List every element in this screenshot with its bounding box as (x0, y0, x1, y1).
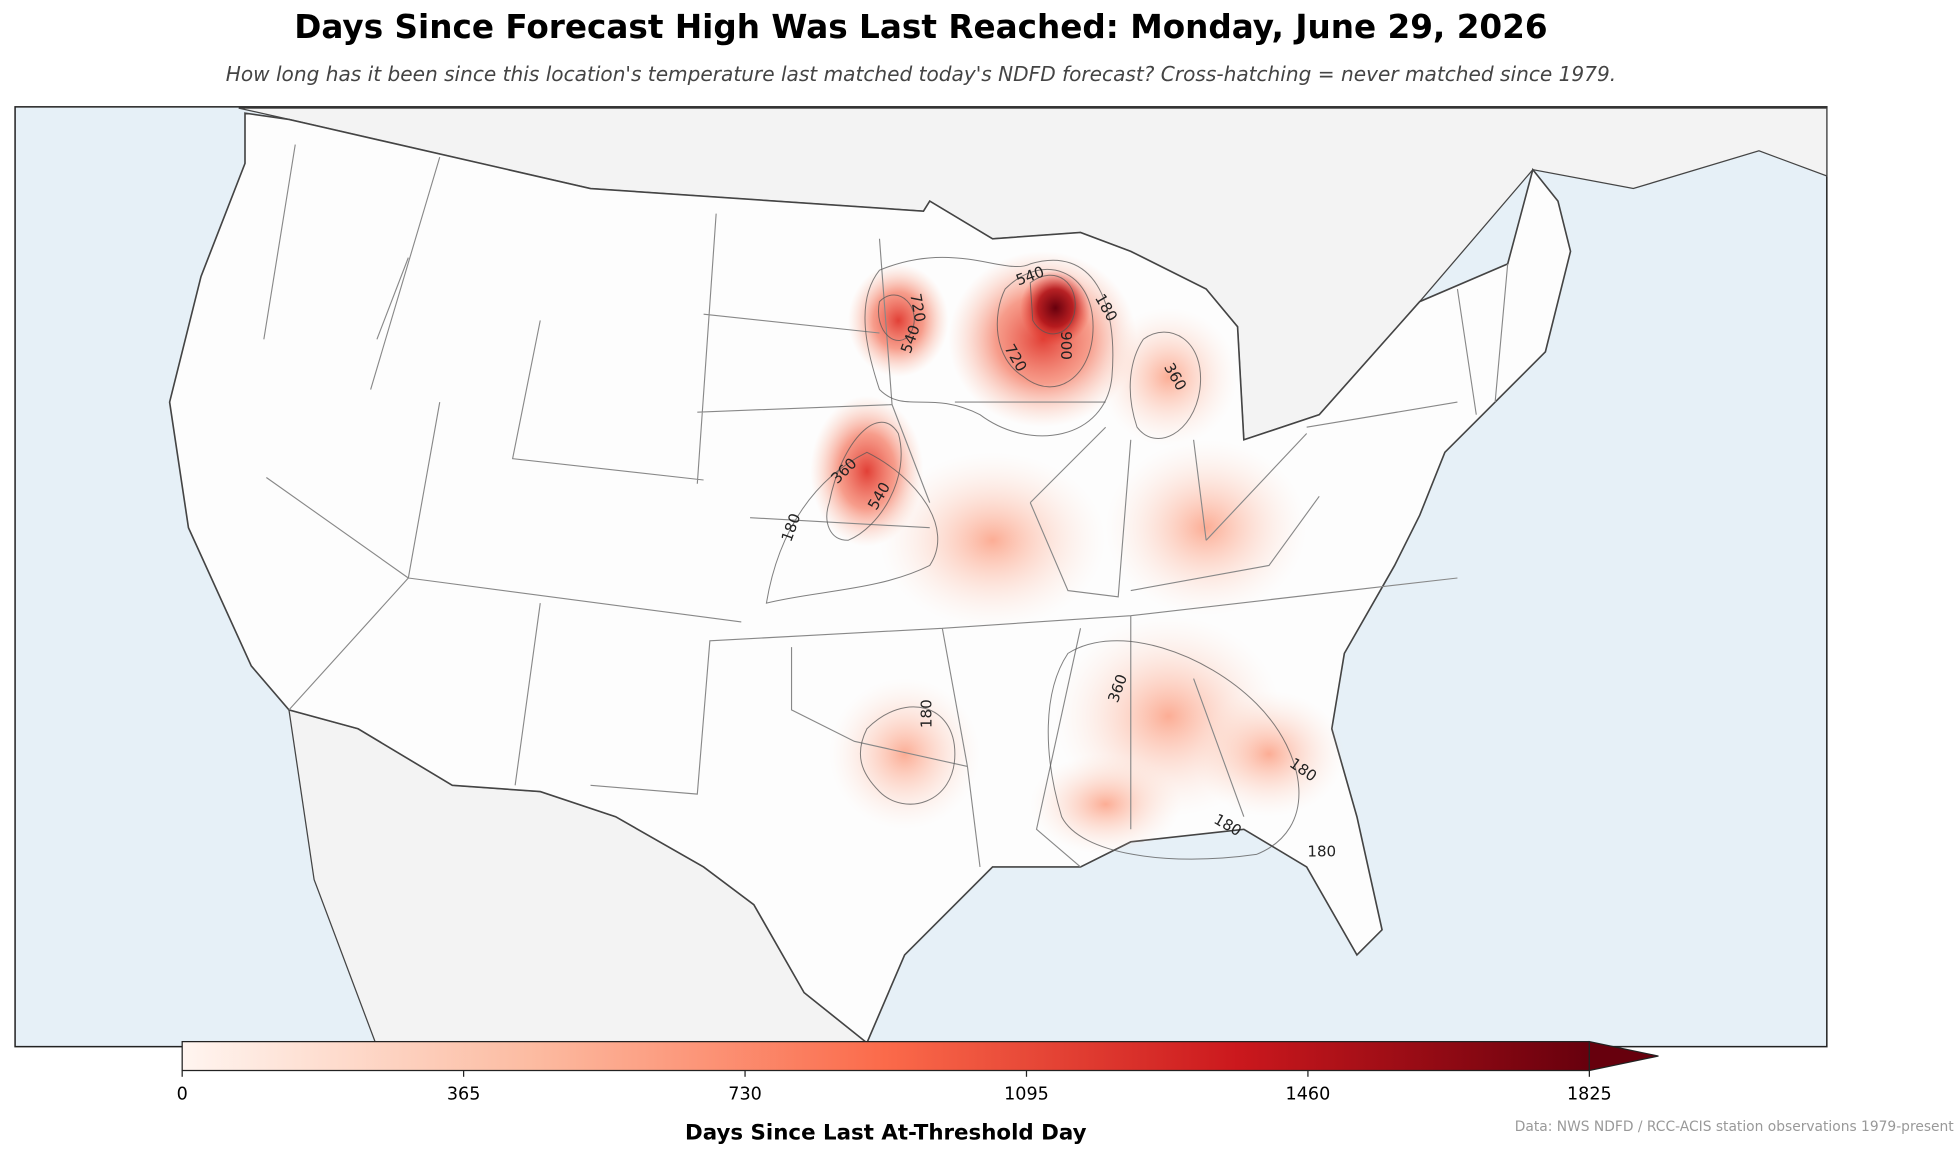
state-borders (263, 144, 1509, 868)
colorbar-extension (1588, 1040, 1659, 1072)
contour-label: 180 (918, 699, 936, 728)
heat (810, 251, 1345, 855)
colorbar-tick-label: 0 (177, 1084, 188, 1104)
colorbar-tick-label: 365 (447, 1084, 481, 1104)
colorbar: 0 365 730 1095 1460 1825 (177, 1040, 1659, 1104)
colorbar-tick-label: 730 (728, 1084, 762, 1104)
source-note: Data: NWS NDFD / RCC-ACIS station observ… (1515, 1119, 1955, 1135)
colorbar-tick-label: 1460 (1286, 1084, 1331, 1104)
contours (765, 256, 1300, 860)
colorbar-label: Days Since Last At-Threshold Day (685, 1120, 1087, 1145)
map-area: 7205405401809007203603605401803601801801… (14, 106, 1828, 1048)
contour-label: 180 (1307, 842, 1336, 860)
contour-label: 900 (1057, 331, 1075, 360)
contour-label: 720 (906, 292, 929, 323)
colorbar-bar (181, 1040, 1590, 1072)
colorbar-tick-label: 1095 (1004, 1084, 1049, 1104)
colorbar-tick-label: 1825 (1567, 1084, 1612, 1104)
title: Days Since Forecast High Was Last Reache… (294, 8, 1547, 46)
subtitle: How long has it been since this location… (226, 62, 1616, 86)
